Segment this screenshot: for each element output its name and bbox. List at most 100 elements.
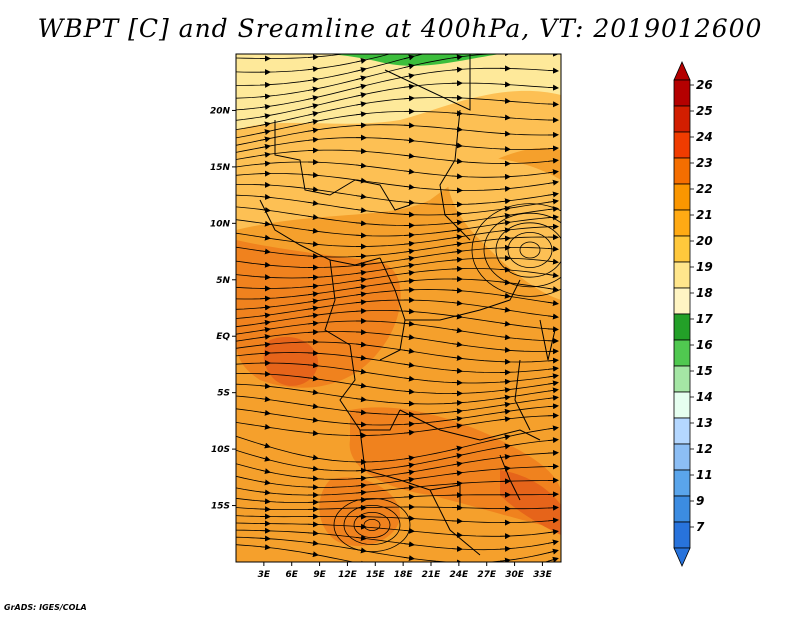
streamline-arrow — [499, 320, 511, 327]
streamline-arrow — [451, 234, 463, 241]
streamline-arrow — [451, 287, 463, 294]
streamline-arrow — [451, 341, 463, 348]
streamline-arrow — [547, 394, 559, 401]
streamline-arrow — [547, 403, 559, 410]
streamline-arrow — [355, 396, 367, 403]
streamline-arrow — [403, 455, 415, 462]
streamline-arrow — [307, 540, 319, 547]
streamline-arrow — [259, 234, 271, 241]
streamline-swirl — [519, 241, 541, 259]
colorbar-segment — [673, 339, 691, 367]
streamline-arrow — [403, 262, 415, 269]
streamline-arrow — [259, 383, 271, 390]
streamline-arrow — [403, 240, 415, 247]
streamline-arrow — [499, 334, 511, 341]
streamline-arrow — [499, 114, 511, 121]
streamline-arrow — [259, 498, 271, 505]
streamline-swirl — [507, 231, 553, 268]
streamline-arrow — [403, 476, 415, 483]
streamline-arrow — [259, 312, 271, 319]
streamline-arrow — [307, 403, 319, 410]
colorbar-segment — [673, 365, 691, 393]
streamline-arrow — [307, 95, 319, 102]
streamline-arrow — [499, 219, 511, 226]
streamline-arrow — [451, 313, 463, 320]
y-tick-label: 10N — [210, 219, 231, 229]
colorbar-segment — [673, 391, 691, 419]
colorbar-label: 23 — [696, 156, 713, 170]
streamline-arrow — [499, 198, 511, 205]
streamline-arrow — [355, 535, 367, 541]
streamline-arrow — [451, 241, 463, 248]
streamline-arrow — [404, 48, 412, 50]
streamline-arrow — [404, 39, 412, 41]
streamline-arrow — [547, 258, 559, 265]
streamline-arrow — [307, 172, 319, 179]
streamline-arrow — [547, 169, 559, 176]
streamline-arrow — [403, 248, 415, 255]
streamline-arrow — [403, 462, 415, 469]
streamline-arrow — [355, 523, 367, 530]
colorbar: 26 25 24 23 22 21 20 19 18 17 16 15 14 13 12 11 9 7 — [673, 61, 713, 567]
streamline-arrow — [403, 541, 415, 548]
streamline-arrow — [500, 26, 508, 27]
streamline-arrow — [451, 248, 463, 255]
streamline-arrow — [307, 241, 319, 247]
x-tick-label: 30E — [505, 570, 525, 580]
streamline-arrow — [355, 177, 367, 184]
x-tick-label: 3E — [258, 570, 271, 580]
streamline-1 — [236, 54, 392, 73]
colorbar-bottom-arrow — [673, 547, 691, 567]
streamline-arrow — [307, 86, 319, 93]
streamline-arrow — [259, 220, 271, 227]
field-region-4 — [263, 336, 319, 386]
streamline-arrow — [355, 111, 367, 118]
streamline-arrow — [307, 416, 319, 423]
y-tick-label: 15S — [211, 502, 230, 512]
streamline-2 — [236, 54, 425, 86]
colorbar-label: 18 — [696, 286, 713, 300]
streamline-arrow — [355, 291, 367, 298]
streamline-arrow — [451, 408, 463, 415]
streamline-arrow — [355, 482, 367, 489]
streamline-arrow — [307, 430, 319, 437]
colorbar-segment — [673, 521, 691, 549]
streamline-arrow — [451, 211, 463, 217]
streamline-arrow — [451, 300, 463, 307]
streamline-arrow — [259, 248, 271, 255]
colorbar-segment — [673, 443, 691, 471]
streamline-arrow — [451, 173, 463, 180]
border-line-2 — [439, 109, 471, 241]
streamline-arrow — [547, 387, 559, 394]
streamline-arrow — [499, 416, 511, 423]
colorbar-label: 25 — [696, 104, 713, 118]
streamline-arrow — [307, 186, 319, 193]
streamline-arrow — [451, 367, 463, 374]
streamline-arrow — [259, 93, 271, 100]
y-tick-label: 5N — [216, 276, 230, 286]
field-region-green — [236, 54, 500, 66]
streamline-arrow — [355, 368, 367, 375]
streamline-arrow — [259, 396, 271, 403]
streamline-arrow — [403, 63, 415, 70]
streamline-arrow — [307, 305, 319, 312]
streamline-arrow — [259, 489, 271, 496]
streamline-arrow — [547, 437, 559, 444]
streamline-arrow — [403, 277, 415, 284]
colorbar-segment — [673, 105, 691, 133]
streamline-arrow — [307, 312, 319, 319]
streamline-arrow — [259, 455, 271, 462]
streamline-arrow — [403, 375, 415, 382]
streamline-arrow — [355, 220, 367, 227]
streamline-arrow — [355, 162, 367, 169]
field-region-6 — [500, 470, 561, 535]
colorbar-top-arrow — [673, 61, 691, 81]
streamline-arrow — [451, 399, 463, 406]
streamline-3 — [236, 54, 556, 99]
streamline-arrow — [499, 394, 511, 401]
streamline-arrow — [403, 361, 415, 368]
border-line-10 — [429, 489, 481, 556]
streamline-arrow — [499, 347, 511, 354]
credit-label: GrADS: IGES/COLA — [4, 603, 87, 612]
streamline-arrow — [547, 365, 559, 372]
